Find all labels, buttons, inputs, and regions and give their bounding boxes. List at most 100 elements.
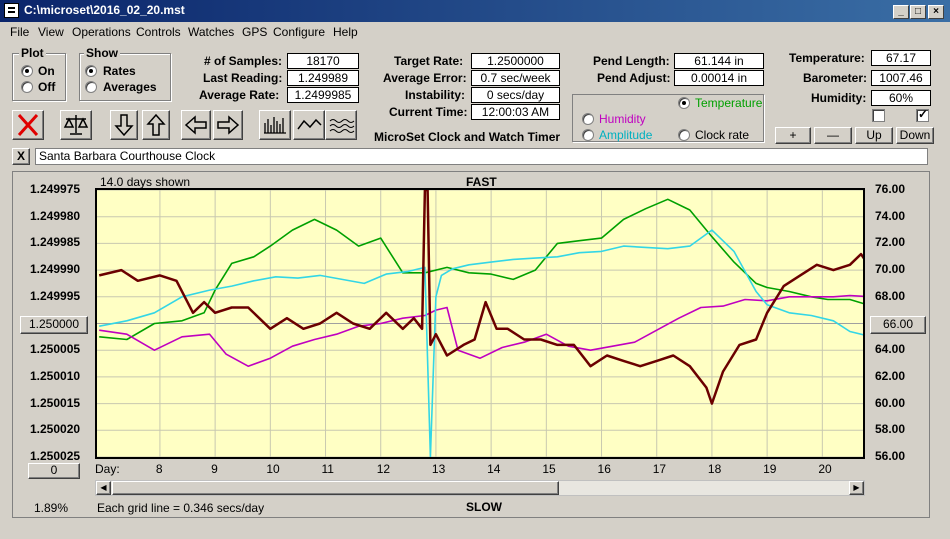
show-averages-radio[interactable] — [85, 81, 97, 93]
average-rate-value: 1.2499985 — [287, 87, 359, 103]
slow-label: SLOW — [466, 500, 502, 514]
menu-gps[interactable]: GPS — [242, 25, 268, 39]
target-rate-label: Target Rate: — [394, 54, 464, 68]
option-checkbox-1[interactable] — [872, 109, 885, 122]
grid-note: Each grid line = 0.346 secs/day — [97, 501, 265, 515]
move-down-button[interactable] — [110, 110, 138, 140]
temperature-radio[interactable] — [678, 97, 690, 109]
temperature-option-label: Temperature — [695, 96, 763, 110]
y-left-tick-label: 1.250005 — [30, 342, 81, 357]
menu-configure[interactable]: Configure — [273, 25, 326, 39]
humidity-series-line — [99, 294, 863, 367]
y-left-tick-label: 1.249975 — [30, 182, 81, 196]
current-time-label: Current Time: — [389, 105, 468, 119]
menu-controls[interactable]: Controls — [136, 25, 181, 39]
scale-minus-button[interactable]: — — [814, 127, 852, 144]
x-tick-label: 12 — [376, 462, 391, 476]
scroll-right-button[interactable] — [213, 110, 243, 140]
menu-file[interactable]: File — [10, 25, 30, 39]
y-left-tick-label: 1.249980 — [30, 208, 81, 223]
pend-adjust-value: 0.00014 in — [674, 70, 764, 86]
scale-down-button[interactable]: Down — [896, 127, 934, 144]
percent-label: 1.89% — [34, 501, 69, 515]
amplitude-option-label: Amplitude — [599, 128, 653, 142]
option-checkbox-2[interactable] — [916, 107, 929, 122]
center-rate-button[interactable]: 1.250000 — [20, 316, 88, 334]
scroll-left-button[interactable] — [181, 110, 211, 140]
samples-label: # of Samples: — [204, 54, 283, 68]
clear-clock-button[interactable]: X — [12, 148, 30, 165]
offset-button[interactable]: 0 — [28, 463, 80, 479]
last-reading-label: Last Reading: — [203, 71, 283, 85]
y-right-tick-label: 72.00 — [875, 235, 906, 250]
plot-on-radio[interactable] — [21, 65, 33, 77]
fast-label: FAST — [466, 175, 497, 189]
y-left-tick-label: 1.249995 — [30, 288, 81, 303]
chart-panel — [12, 171, 930, 518]
x-tick-label: 9 — [211, 462, 218, 476]
show-rates-label: Rates — [103, 64, 136, 78]
clockrate-option-label: Clock rate — [695, 128, 750, 142]
y-right-tick-label: 56.00 — [875, 449, 906, 463]
plot-group-title: Plot — [19, 46, 46, 60]
center-env-button[interactable]: 66.00 — [870, 316, 926, 334]
show-averages-label: Averages — [103, 80, 157, 94]
scale-up-button[interactable]: Up — [855, 127, 893, 144]
minimize-button[interactable]: _ — [893, 5, 909, 19]
menu-operations[interactable]: Operations — [72, 25, 131, 39]
plot-on-label: On — [38, 64, 55, 78]
samples-value: 18170 — [287, 53, 359, 69]
humidity-label: Humidity: — [811, 91, 867, 105]
target-rate-value[interactable]: 1.2500000 — [471, 53, 560, 69]
menu-view[interactable]: View — [38, 25, 64, 39]
line-view-button[interactable] — [293, 110, 325, 140]
scroll-left-arrow[interactable]: ◀ — [96, 481, 111, 495]
humidity-option-label: Humidity — [599, 112, 646, 126]
x-tick-label: 17 — [652, 462, 667, 476]
maximize-button[interactable]: □ — [910, 5, 926, 19]
scale-plus-button[interactable]: + — [775, 127, 811, 144]
amplitude-radio[interactable] — [582, 129, 594, 141]
trace-view-button[interactable] — [325, 110, 357, 140]
temperature-label: Temperature: — [789, 51, 865, 65]
show-rates-radio[interactable] — [85, 65, 97, 77]
menu-watches[interactable]: Watches — [188, 25, 235, 39]
scroll-right-arrow[interactable]: ▶ — [849, 481, 864, 495]
bar-view-button[interactable] — [259, 110, 291, 140]
horizontal-scrollbar[interactable]: ◀ ▶ — [95, 480, 865, 496]
app-caption: MicroSet Clock and Watch Timer — [374, 130, 561, 144]
plot-off-label: Off — [38, 80, 56, 94]
menu-help[interactable]: Help — [333, 25, 358, 39]
app-icon[interactable] — [4, 3, 19, 18]
x-tick-label: 14 — [487, 462, 501, 476]
y-right-tick-label: 76.00 — [875, 182, 906, 196]
y-right-tick-label: 74.00 — [875, 208, 906, 223]
plot-off-radio[interactable] — [21, 81, 33, 93]
stop-button[interactable] — [12, 110, 44, 140]
close-window-button[interactable]: × — [928, 5, 944, 19]
pend-length-label: Pend Length: — [593, 54, 670, 68]
temperature-series-line — [99, 198, 863, 341]
y-left-tick-label: 1.250015 — [30, 395, 81, 410]
x-tick-label: 20 — [818, 462, 832, 476]
y-right-tick-label: 60.00 — [875, 395, 906, 410]
y-left-tick-label: 1.250010 — [30, 368, 81, 383]
humidity-radio[interactable] — [582, 113, 594, 125]
x-tick-label: 13 — [431, 462, 446, 476]
pend-adjust-label: Pend Adjust: — [597, 71, 671, 85]
balance-button[interactable] — [60, 110, 92, 140]
scroll-thumb[interactable] — [112, 481, 559, 495]
x-tick-label: 19 — [763, 462, 777, 476]
clockrate-series-line — [98, 190, 863, 405]
x-tick-label: 11 — [321, 462, 334, 476]
clockrate-radio[interactable] — [678, 129, 690, 141]
clock-name-input[interactable]: Santa Barbara Courthouse Clock — [35, 148, 928, 165]
move-up-button[interactable] — [142, 110, 170, 140]
y-left-tick-label: 1.249990 — [30, 262, 81, 277]
y-left-tick-label: 1.250020 — [30, 422, 81, 437]
x-tick-label: 10 — [266, 462, 280, 476]
y-right-tick-label: 70.00 — [875, 262, 906, 277]
pend-length-value: 61.144 in — [674, 53, 764, 69]
window-title: C:\microset\2016_02_20.mst — [24, 3, 185, 17]
y-left-tick-label: 1.249985 — [30, 235, 81, 250]
